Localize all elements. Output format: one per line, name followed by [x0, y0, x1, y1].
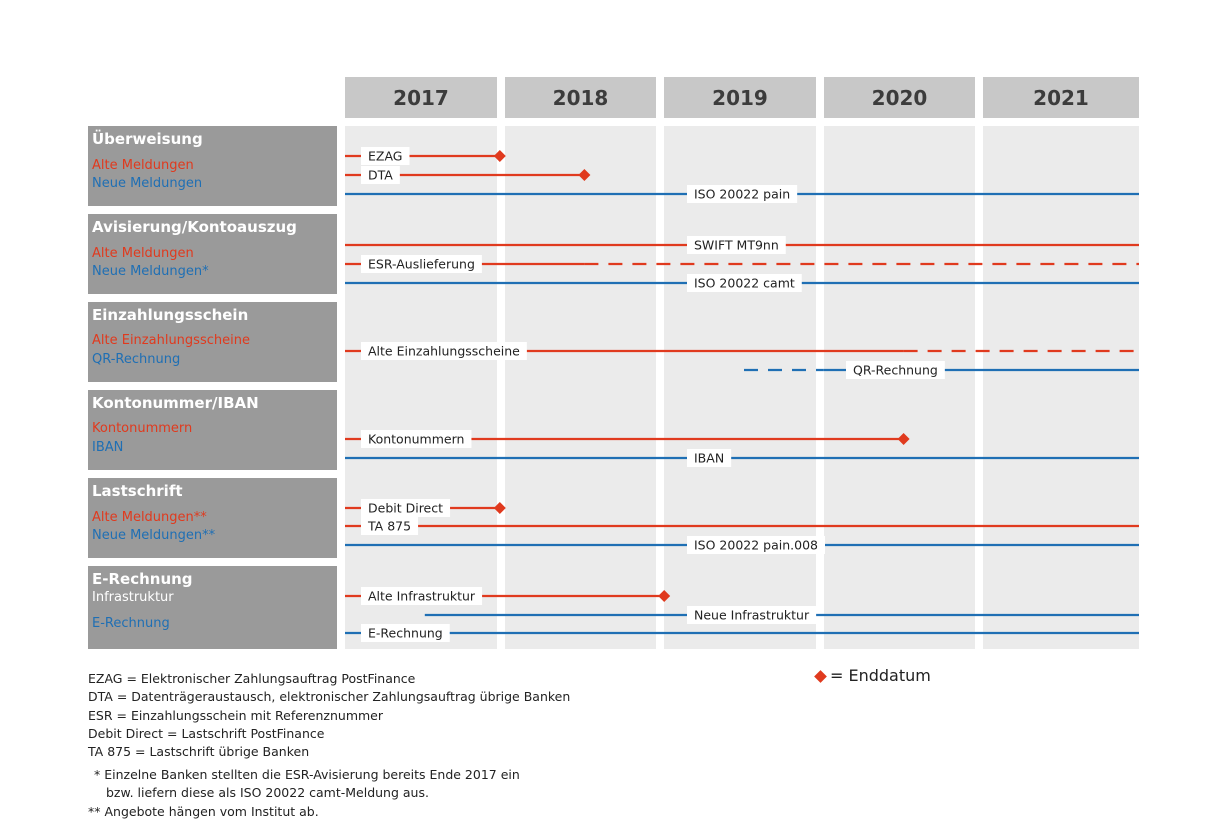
year-column-2019 [664, 126, 816, 649]
category-avisierung: Avisierung/Kontoauszug Alte Meldungen Ne… [88, 214, 337, 294]
category-ueberweisung: Überweisung Alte Meldungen Neue Meldunge… [88, 126, 337, 206]
timeline-label-box [361, 499, 451, 517]
timeline-label-box [361, 147, 410, 165]
footnote-dta: DTA = Datenträgeraustausch, elektronisch… [88, 689, 571, 704]
category-old-label: Alte Meldungen [92, 246, 194, 261]
footnote-ta875: TA 875 = Lastschrift übrige Banken [88, 744, 310, 759]
year-column-2021 [983, 126, 1139, 649]
footnote-ezag: EZAG = Elektronischer Zahlungsauftrag Po… [88, 671, 416, 686]
category-e-rechnung: E-Rechnung Infrastruktur E-Rechnung [88, 566, 337, 649]
timeline-label: ISO 20022 pain.008 [694, 538, 818, 553]
timeline-label: IBAN [694, 451, 724, 466]
category-title: Avisierung/Kontoauszug [92, 218, 297, 236]
timeline-label: ISO 20022 camt [694, 276, 795, 291]
category-title: Lastschrift [92, 482, 183, 500]
timeline-label: Kontonummern [368, 432, 464, 447]
category-kontonummer-iban: Kontonummer/IBAN Kontonummern IBAN [88, 390, 337, 470]
timeline-label: SWIFT MT9nn [694, 238, 779, 253]
category-old-label: Alte Einzahlungsscheine [92, 333, 250, 348]
category-einzahlungsschein: Einzahlungsschein Alte Einzahlungsschein… [88, 302, 337, 382]
category-infrastruktur-label: Infrastruktur [92, 590, 174, 605]
footnote-double-asterisk: ** Angebote hängen vom Institut ab. [88, 804, 319, 819]
year-header-2019: 2019 [664, 77, 816, 118]
timeline-label: TA 875 [367, 519, 411, 534]
timeline-label-box [846, 361, 945, 379]
year-column-2020 [824, 126, 975, 649]
year-column-2017 [345, 126, 497, 649]
timeline-label-box [361, 517, 419, 535]
timeline-label: Neue Infrastruktur [694, 608, 810, 623]
timeline-label-box [361, 624, 450, 642]
year-column-2018 [505, 126, 656, 649]
year-header-2018: 2018 [505, 77, 656, 118]
timeline-label-box [687, 449, 732, 467]
timeline-label: EZAG [368, 149, 402, 164]
category-new-label: IBAN [92, 440, 124, 455]
category-title: Einzahlungsschein [92, 306, 249, 324]
end-date-diamond-icon [897, 433, 910, 445]
category-old-label: Alte Meldungen [92, 158, 194, 173]
end-date-diamond-icon [493, 502, 506, 514]
category-new-label: QR-Rechnung [92, 352, 181, 367]
year-header-2020: 2020 [824, 77, 975, 118]
category-title: E-Rechnung [92, 570, 193, 588]
category-new-label: Neue Meldungen [92, 176, 203, 191]
category-title: Kontonummer/IBAN [92, 394, 259, 412]
timeline-label-box [687, 236, 786, 254]
year-header-2021: 2021 [983, 77, 1139, 118]
end-date-diamond-icon [493, 150, 506, 162]
timeline-label: ISO 20022 pain [694, 187, 790, 202]
timeline-label-box [361, 430, 472, 448]
category-title: Überweisung [92, 130, 203, 148]
timeline-label: Alte Infrastruktur [368, 589, 476, 604]
category-lastschrift: Lastschrift Alte Meldungen** Neue Meldun… [88, 478, 337, 558]
category-new-label: Neue Meldungen* [92, 264, 209, 279]
timeline-label: Alte Einzahlungsscheine [368, 344, 520, 359]
timeline-label: QR-Rechnung [853, 363, 938, 378]
timeline-label-box [361, 342, 527, 360]
timeline-label-box [687, 274, 802, 292]
footnote-asterisk-2: bzw. liefern diese als ISO 20022 camt-Me… [106, 785, 429, 800]
timeline-label-box [361, 255, 482, 273]
end-date-diamond-icon [658, 590, 671, 602]
timeline-label-box [687, 185, 798, 203]
footnote-asterisk-1: * Einzelne Banken stellten die ESR-Avisi… [94, 767, 520, 782]
timeline-label-box [361, 587, 483, 605]
footnote-debit-direct: Debit Direct = Lastschrift PostFinance [88, 726, 325, 741]
timeline-label-box [687, 606, 817, 624]
category-old-label: Kontonummern [92, 421, 193, 436]
category-new-label: E-Rechnung [92, 616, 170, 631]
timeline-label-box [687, 536, 825, 554]
end-date-diamond-icon [578, 169, 591, 181]
category-new-label: Neue Meldungen** [92, 528, 216, 543]
legend-label: = Enddatum [830, 666, 931, 685]
category-old-label: Alte Meldungen** [92, 510, 207, 525]
year-header-2017: 2017 [345, 77, 497, 118]
timeline-label: E-Rechnung [368, 626, 443, 641]
timeline-label: DTA [368, 168, 393, 183]
timeline-label-box [361, 166, 400, 184]
timeline-label: ESR-Auslieferung [368, 257, 475, 272]
footnote-esr: ESR = Einzahlungsschein mit Referenznumm… [88, 708, 384, 723]
timeline-label: Debit Direct [368, 501, 443, 516]
